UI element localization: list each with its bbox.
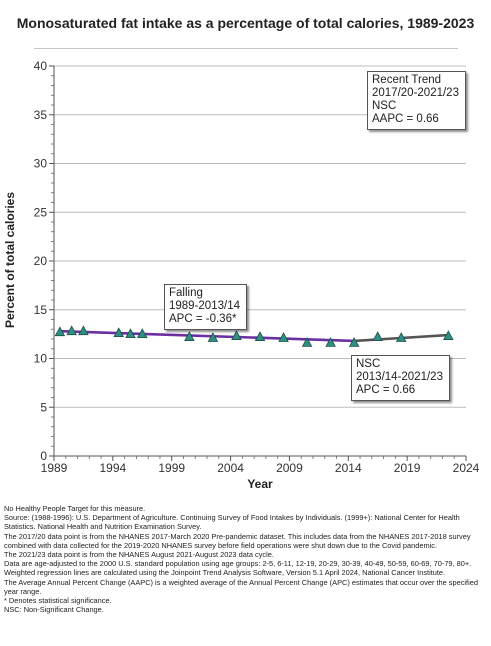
footnote: NSC: Non-Significant Change.: [4, 605, 104, 615]
annotation-falling-line1: Falling: [169, 287, 203, 299]
axes: 0 5 10 15 20 25 30 35 40 1989 1994 1999 2004 2009 2014…: [34, 59, 480, 475]
data-point-triangle: [348, 337, 360, 347]
data-point-triangle: [184, 331, 195, 341]
trend-line-1: [58, 329, 356, 343]
data-point-triangle: [254, 331, 266, 341]
y-tick-label: 35: [34, 108, 48, 122]
footnote: Source: (1988-1996): U.S. Department of …: [4, 513, 460, 532]
x-tick-label: 2024: [453, 461, 480, 475]
data-point-triangle: [301, 337, 313, 347]
data-point-triangle: [125, 328, 136, 339]
y-tick-label: 15: [34, 303, 48, 317]
x-tick-label: 2004: [217, 461, 244, 475]
annotation-recent-line2: 2017/20-2021/23: [372, 87, 459, 99]
annotation-nsc-line2: 2013/14-2021/23: [356, 371, 443, 383]
x-tick-label: 2014: [335, 461, 362, 475]
data-point-triangle: [137, 328, 148, 339]
x-tick-label: 1989: [41, 461, 68, 475]
data-point-triangle: [278, 332, 289, 342]
data-point-triangle: [443, 330, 454, 340]
chart-area: 0 5 10 15 20 25 30 35 40 1989 1994 1999 2004 2009 2014…: [3, 59, 480, 491]
x-tick-label: 1994: [100, 461, 127, 475]
y-tick-label: 0: [40, 449, 47, 463]
y-tick-label: 30: [34, 157, 48, 171]
footnote: * Denotes statistical significance.: [4, 596, 112, 606]
footnote: The 2021/23 data point is from the NHANE…: [4, 550, 274, 560]
data-point-triangle: [325, 337, 336, 347]
footnote: Weighted regression lines are calculated…: [4, 568, 446, 578]
y-tick-label: 10: [34, 352, 48, 366]
annotation-recent-line1: Recent Trend: [372, 74, 442, 86]
title-divider: [34, 48, 458, 49]
footnote: No Healthy People Target for this measur…: [4, 504, 146, 513]
annotation-falling-line2: 1989-2013/14: [169, 300, 240, 312]
chart-title: Monosaturated fat intake as a percentage…: [16, 15, 475, 31]
x-tick-label: 2019: [394, 461, 421, 475]
annotation-recent-line3: NSC: [372, 100, 397, 112]
x-tick-label: 1999: [158, 461, 185, 475]
annotation-nsc-line1: NSC: [356, 358, 381, 370]
y-tick-label: 25: [34, 205, 48, 219]
y-axis-label: Percent of total calories: [3, 192, 17, 328]
footnotes: No Healthy People Target for this measur…: [4, 504, 488, 614]
footnote: The Average Annual Percent Change (AAPC)…: [4, 577, 478, 596]
x-tick-label: 2009: [276, 461, 303, 475]
data-point-triangle: [231, 330, 242, 340]
y-tick-label: 20: [34, 254, 48, 268]
annotation-nsc: NSC 2013/14-2021/23 APC = 0.66: [351, 355, 450, 401]
y-tick-label: 40: [34, 59, 48, 73]
annotation-recent-trend: Recent Trend 2017/20-2021/23 NSC AAPC = …: [367, 71, 466, 130]
data-point-triangle: [113, 327, 125, 338]
x-axis-label: Year: [247, 477, 273, 491]
annotation-falling: Falling 1989-2013/14 APC = -0.36*: [164, 284, 247, 330]
data-point-triangle: [54, 326, 66, 337]
footnote: Data are age-adjusted to the 2000 U.S. s…: [4, 559, 472, 569]
data-point-triangle: [78, 325, 89, 336]
footnote: The 2017/20 data point is from the NHANE…: [4, 531, 471, 550]
data-point-triangle: [66, 325, 77, 336]
data-points: [54, 325, 454, 347]
annotation-falling-line3: APC = -0.36*: [169, 313, 237, 325]
y-tick-label: 5: [40, 400, 47, 414]
annotation-nsc-line3: APC = 0.66: [356, 384, 416, 396]
data-point-triangle: [395, 332, 407, 342]
data-point-triangle: [207, 332, 219, 342]
annotation-recent-line4: AAPC = 0.66: [372, 113, 439, 125]
data-point-triangle: [372, 331, 383, 341]
grid-lines: [54, 65, 466, 408]
